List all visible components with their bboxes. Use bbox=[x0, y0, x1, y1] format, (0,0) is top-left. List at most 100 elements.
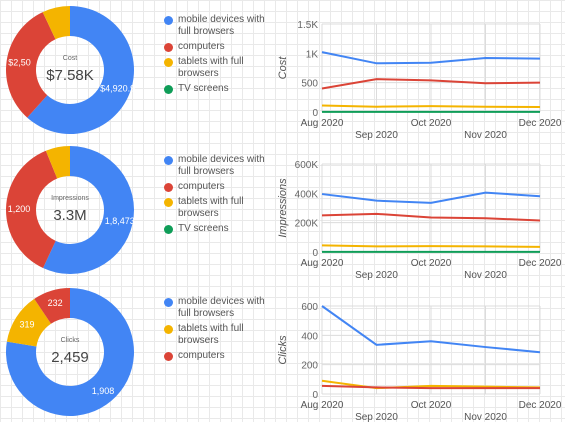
series-line-tablets-with-full-browsers bbox=[321, 244, 541, 248]
legend-label: computers bbox=[178, 41, 225, 52]
y-tick-label: 0 bbox=[312, 248, 318, 259]
legend-item-mobile-devices-with-full-browsers: mobile devices with full browsers bbox=[164, 154, 274, 178]
donut-slice-value-label: 319 bbox=[20, 319, 35, 329]
y-tick-label: 0 bbox=[312, 108, 318, 119]
y-tick-label: 600 bbox=[301, 302, 318, 313]
donut-center-label: Clicks bbox=[61, 337, 80, 344]
legend-label: mobile devices with full browsers bbox=[178, 296, 265, 319]
legend-item-tablets-with-full-browsers: tablets with full browsers bbox=[164, 56, 274, 80]
x-tick-label: Dec 2020 bbox=[519, 400, 562, 411]
x-tick-label: Aug 2020 bbox=[301, 258, 344, 269]
legend-swatch bbox=[164, 225, 173, 234]
legend-swatch bbox=[164, 325, 173, 334]
donut-slice-mobile-devices-with-full-browsers bbox=[43, 146, 134, 274]
cost-legend: mobile devices with full browsers compute… bbox=[164, 14, 274, 98]
legend-item-computers: computers bbox=[164, 350, 274, 362]
donut-slice-tablets-with-full-browsers bbox=[45, 146, 70, 179]
donut-center-value: $7.58K bbox=[46, 67, 94, 84]
legend-swatch bbox=[164, 85, 173, 94]
series-line-mobile-devices-with-full-browsers bbox=[321, 191, 541, 204]
series-line-computers bbox=[321, 384, 540, 390]
donut-slice-value-label: $2,50 bbox=[8, 58, 31, 68]
donut-slice-computers bbox=[5, 150, 58, 269]
legend-label: tablets with full browsers bbox=[178, 196, 244, 219]
donut-slice-value-label: 232 bbox=[48, 298, 63, 308]
x-tick-label: Sep 2020 bbox=[355, 130, 398, 140]
x-tick-label: Sep 2020 bbox=[355, 412, 398, 422]
y-axis-title: Cost bbox=[277, 56, 289, 80]
x-tick-label: Aug 2020 bbox=[301, 400, 344, 411]
y-tick-label: 1.5K bbox=[297, 20, 318, 31]
x-tick-label: Oct 2020 bbox=[411, 400, 452, 411]
y-tick-label: 0 bbox=[312, 390, 318, 401]
legend-item-tv-screens: TV screens bbox=[164, 83, 274, 95]
y-axis-title: Impressions bbox=[277, 178, 289, 238]
impressions-donut-chart: 1,8,473 1,200 Impressions 3.3M bbox=[5, 146, 135, 274]
legend-swatch bbox=[164, 352, 173, 361]
donut-slice-value-label: 1,908 bbox=[92, 386, 115, 396]
y-tick-label: 600K bbox=[295, 160, 319, 171]
impressions-legend: mobile devices with full browsers compute… bbox=[164, 154, 274, 238]
donut-center-label: Cost bbox=[63, 55, 77, 62]
donut-center-value: 2,459 bbox=[51, 349, 89, 366]
clicks-line-chart: 0 200 400 600 Aug 2020 Sep 2020 Oct 2020 Nov 20… bbox=[277, 302, 562, 422]
legend-swatch bbox=[164, 58, 173, 67]
series-line-tablets-with-full-browsers bbox=[321, 379, 541, 390]
legend-swatch bbox=[164, 156, 173, 165]
legend-label: TV screens bbox=[178, 83, 229, 94]
cost-row: $4,920.9 $2,50 Cost $7.58K mobile devices w… bbox=[0, 0, 565, 140]
x-tick-label: Oct 2020 bbox=[411, 118, 452, 129]
cost-line-chart: 0 500 1K 1.5K Aug 2020 Sep 2020 Oct 2020 Nov 20… bbox=[277, 20, 562, 140]
series-line-mobile-devices-with-full-browsers bbox=[321, 305, 541, 354]
impressions-row: 1,8,473 1,200 Impressions 3.3M mobile devic… bbox=[0, 140, 565, 280]
y-tick-label: 1K bbox=[306, 49, 319, 60]
y-tick-label: 200 bbox=[301, 361, 318, 372]
donut-slice-mobile-devices-with-full-browsers bbox=[5, 288, 134, 416]
clicks-legend: mobile devices with full browsers tablets… bbox=[164, 296, 274, 365]
y-tick-label: 400 bbox=[301, 331, 318, 342]
legend-label: tablets with full browsers bbox=[178, 56, 244, 79]
legend-item-mobile-devices-with-full-browsers: mobile devices with full browsers bbox=[164, 14, 274, 38]
legend-swatch bbox=[164, 298, 173, 307]
x-tick-label: Aug 2020 bbox=[301, 118, 344, 129]
legend-label: TV screens bbox=[178, 223, 229, 234]
series-line-tablets-with-full-browsers bbox=[321, 104, 541, 109]
x-tick-label: Nov 2020 bbox=[464, 270, 507, 280]
donut-slice-tablets-with-full-browsers bbox=[6, 298, 52, 347]
series-line-computers bbox=[321, 212, 541, 222]
clicks-donut-chart: 1,908 319 232 Clicks 2,459 bbox=[5, 288, 134, 416]
legend-label: mobile devices with full browsers bbox=[178, 14, 265, 37]
x-tick-label: Sep 2020 bbox=[355, 270, 398, 280]
y-tick-label: 200K bbox=[295, 219, 319, 230]
legend-item-mobile-devices-with-full-browsers: mobile devices with full browsers bbox=[164, 296, 274, 320]
series-line-mobile-devices-with-full-browsers bbox=[321, 51, 541, 65]
legend-swatch bbox=[164, 16, 173, 25]
x-tick-label: Dec 2020 bbox=[519, 258, 562, 269]
legend-item-tablets-with-full-browsers: tablets with full browsers bbox=[164, 196, 274, 220]
donut-center-value: 3.3M bbox=[53, 207, 86, 224]
donut-slice-computers bbox=[5, 12, 56, 118]
x-tick-label: Dec 2020 bbox=[519, 118, 562, 129]
donut-slice-value-label: 1,8,473 bbox=[105, 216, 135, 226]
legend-swatch bbox=[164, 198, 173, 207]
legend-item-tablets-with-full-browsers: tablets with full browsers bbox=[164, 323, 274, 347]
x-tick-label: Nov 2020 bbox=[464, 412, 507, 422]
x-tick-label: Oct 2020 bbox=[411, 258, 452, 269]
legend-item-computers: computers bbox=[164, 181, 274, 193]
donut-slice-value-label: 1,200 bbox=[8, 204, 31, 214]
y-axis-title: Clicks bbox=[277, 335, 289, 365]
impressions-line-chart: 0 200K 400K 600K Aug 2020 Sep 2020 Oct 2020 Nov… bbox=[277, 160, 562, 280]
clicks-row: 1,908 319 232 Clicks 2,459 mobile devices wi… bbox=[0, 282, 565, 422]
legend-label: computers bbox=[178, 350, 225, 361]
legend-item-computers: computers bbox=[164, 41, 274, 53]
donut-slice-computers bbox=[34, 288, 70, 324]
donut-center-label: Impressions bbox=[51, 195, 89, 202]
donut-slice-tablets-with-full-browsers bbox=[42, 6, 70, 40]
y-tick-label: 500 bbox=[301, 79, 318, 90]
legend-label: computers bbox=[178, 181, 225, 192]
y-tick-label: 400K bbox=[295, 189, 319, 200]
legend-label: mobile devices with full browsers bbox=[178, 154, 265, 177]
legend-label: tablets with full browsers bbox=[178, 323, 244, 346]
legend-swatch bbox=[164, 43, 173, 52]
legend-item-tv-screens: TV screens bbox=[164, 223, 274, 235]
